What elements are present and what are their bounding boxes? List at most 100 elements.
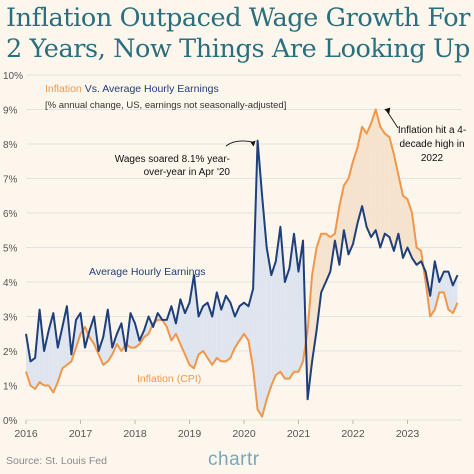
gap-fill	[98, 337, 104, 365]
gap-fill	[48, 313, 54, 393]
gap-fill	[221, 295, 226, 362]
gap-fill	[203, 302, 208, 358]
series-line-earnings	[25, 139, 459, 401]
gap-fill	[316, 233, 322, 331]
y-tick-label: 8%	[3, 140, 18, 151]
gap-fill	[180, 299, 185, 355]
chart-title: Inflation Vs. Average Hourly Earnings	[45, 83, 219, 95]
gap-fill	[325, 233, 331, 282]
x-tick-label: 2018	[123, 428, 147, 440]
x-tick-label: 2020	[232, 428, 256, 440]
annotation-wages-arrow	[225, 140, 255, 147]
gap-fill	[353, 147, 358, 245]
chart-subtitle: [% annual change, US, earnings not seaso…	[45, 100, 286, 111]
gap-fill	[244, 302, 249, 341]
y-tick-label: 5%	[3, 244, 18, 255]
annotation-wages-line: over-year in Apr '20	[144, 167, 231, 178]
x-tick-label: 2022	[341, 428, 365, 440]
gap-fill	[298, 240, 304, 372]
gap-fill	[239, 302, 244, 341]
gap-fill	[434, 261, 440, 310]
gap-fill	[266, 247, 272, 400]
gap-fill	[275, 226, 281, 376]
chart-title-inflation: Inflation	[45, 83, 82, 95]
gap-fill	[194, 275, 199, 369]
gap-fill	[439, 271, 444, 293]
gap-fill	[366, 123, 372, 238]
y-tick-label: 3%	[3, 313, 18, 324]
gap-fill	[62, 306, 67, 369]
axis-layer: 0% 1% 2% 3% 4% 5% 6% 7% 8% 9% 10% 2016 2017 2018 2019 2…	[3, 71, 419, 440]
annotation-wages-arrowhead	[250, 140, 256, 147]
brand-logo: chartr	[208, 449, 260, 470]
gap-fill	[257, 140, 263, 417]
annotation-inflation-arrowhead	[384, 107, 391, 114]
gap-fill	[44, 330, 49, 386]
y-tick-label: 10%	[3, 71, 23, 82]
gap-fill	[212, 292, 217, 365]
gap-fill	[380, 126, 385, 248]
fill-layer	[26, 109, 458, 417]
x-tick-label: 2023	[396, 428, 420, 440]
y-tick-label: 9%	[3, 106, 18, 117]
annotation-inflation-line: Inflation hit a 4-	[398, 125, 466, 136]
gap-fill	[443, 271, 449, 310]
gap-fill	[230, 302, 235, 358]
gap-fill	[357, 126, 363, 224]
annotation-layer: Wages soared 8.1% year-over-year in Apr …	[115, 107, 466, 178]
gap-fill	[184, 302, 190, 365]
gap-fill	[75, 313, 81, 348]
gap-fill	[30, 357, 36, 389]
gap-fill	[284, 268, 290, 379]
gap-fill	[402, 195, 408, 258]
y-tick-label: 2%	[3, 347, 18, 358]
y-tick-label: 7%	[3, 175, 18, 186]
page-title: Inflation Outpaced Wage Growth For 2 Yea…	[6, 3, 472, 65]
y-tick-label: 6%	[3, 209, 18, 220]
gap-fill	[53, 313, 58, 393]
gap-fill	[216, 292, 222, 362]
series-line-inflation	[25, 108, 459, 418]
annotation-inflation: Inflation hit a 4- decade high in 2022	[398, 125, 466, 164]
x-tick-label: 2016	[14, 428, 38, 440]
gap-fill	[334, 206, 340, 265]
gap-fill	[234, 306, 240, 348]
source-note: Source: St. Louis Fed	[6, 455, 107, 467]
gap-fill	[448, 271, 453, 314]
x-tick-label: 2021	[287, 428, 311, 440]
annotation-inflation-line: 2022	[421, 153, 444, 164]
gap-fill	[171, 306, 176, 341]
gap-fill	[375, 109, 381, 248]
title-line-2: 2 Years, Now Things Are Looking Up	[6, 34, 470, 64]
title-line-1: Inflation Outpaced Wage Growth For	[6, 3, 470, 33]
series-label-inflation: Inflation (CPI)	[137, 373, 201, 385]
annotation-inflation-arrow	[385, 109, 399, 129]
gap-fill	[198, 306, 204, 355]
line-layer	[25, 108, 459, 418]
gap-fill	[289, 233, 294, 379]
gap-fill	[407, 199, 413, 258]
gap-fill	[416, 247, 422, 265]
gap-fill	[384, 133, 390, 238]
gap-fill	[225, 295, 231, 362]
annotation-wages-line: Wages soared 8.1% year-	[115, 154, 230, 165]
gap-fill	[280, 226, 285, 379]
gap-fill	[248, 288, 254, 369]
gap-fill	[371, 109, 376, 238]
gap-fill	[321, 233, 326, 293]
y-tick-label: 4%	[3, 278, 18, 289]
gap-fill	[362, 126, 367, 227]
grid-layer	[26, 74, 462, 421]
gap-fill	[393, 154, 399, 251]
annotation-inflation-line: decade high in	[399, 139, 464, 150]
gap-fill	[348, 161, 353, 255]
chart-title-rest: Vs. Average Hourly Earnings	[82, 83, 219, 95]
gap-fill	[207, 302, 213, 365]
gap-fill	[166, 306, 172, 341]
gap-fill	[271, 261, 276, 386]
y-tick-label: 0%	[3, 416, 18, 427]
series-label-earnings: Average Hourly Earnings	[89, 266, 206, 278]
x-tick-label: 2019	[178, 428, 202, 440]
